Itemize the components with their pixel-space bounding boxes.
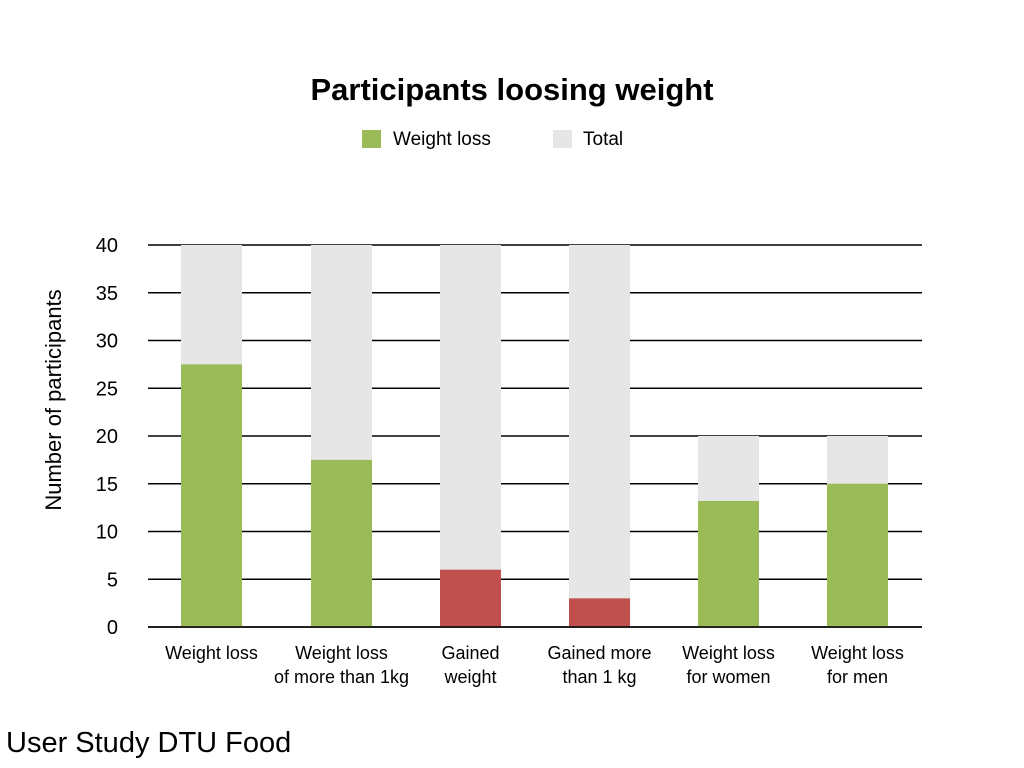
- y-tick-label: 25: [96, 378, 118, 400]
- x-category-label: Weight loss for men: [811, 643, 904, 687]
- y-axis-title: Number of participants: [41, 289, 66, 510]
- gridlines: [148, 244, 922, 628]
- legend-swatch: [362, 130, 381, 148]
- y-tick-label: 40: [96, 235, 118, 257]
- y-tick-label: 0: [107, 617, 118, 639]
- bar-weight-loss: [181, 364, 242, 627]
- y-axis-ticks: 0 5 10 15 20 25 30 35 40: [96, 235, 118, 639]
- bar-weight-loss: [698, 500, 759, 627]
- x-category-label: Weight loss for women: [682, 643, 775, 687]
- chart-legend: Weight loss Total: [362, 129, 623, 150]
- bar-weight-loss: [827, 483, 888, 627]
- y-tick-label: 20: [96, 426, 118, 448]
- bar-total: [440, 245, 501, 627]
- bar-weight-loss: [311, 459, 372, 627]
- y-tick-label: 15: [96, 474, 118, 496]
- legend-label: Weight loss: [393, 129, 491, 150]
- bar-gained: [569, 598, 630, 627]
- x-category-label: Weight loss of more than 1kg: [274, 643, 409, 687]
- y-tick-label: 35: [96, 283, 118, 305]
- footer-caption: User Study DTU Food: [6, 727, 292, 759]
- x-category-label: Gained weight: [441, 643, 499, 687]
- bars: [148, 245, 922, 628]
- x-axis-labels: Weight loss Weight loss of more than 1kg Ga…: [165, 643, 904, 687]
- legend-swatch: [553, 130, 572, 148]
- chart-title: Participants loosing weight: [310, 72, 713, 107]
- bar-total: [569, 245, 630, 627]
- y-tick-label: 30: [96, 331, 118, 353]
- x-category-label: Gained more than 1 kg: [547, 643, 651, 687]
- y-tick-label: 5: [107, 569, 118, 591]
- legend-label: Total: [583, 129, 623, 150]
- x-category-label: Weight loss: [165, 643, 258, 663]
- y-tick-label: 10: [96, 522, 118, 544]
- bar-gained: [440, 569, 501, 627]
